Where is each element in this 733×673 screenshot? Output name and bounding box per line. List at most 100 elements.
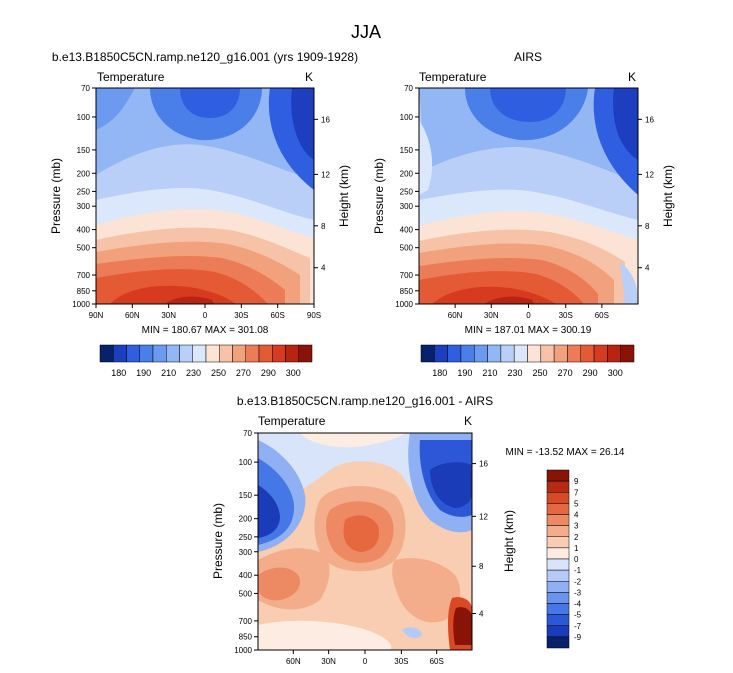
- diff-subtitle-left: Temperature: [258, 414, 326, 428]
- obs-band-south-coldest: [613, 88, 638, 160]
- diff-panel: b.e13.B1850C5CN.ramp.ne120_g16.001 - AIR…: [211, 394, 625, 666]
- colorbar-label: 270: [558, 368, 573, 378]
- colorbar-swatch: [139, 344, 154, 363]
- colorbar-swatch: [205, 344, 220, 363]
- obs-colorbar: 180 190 210 230 250 270 290 300: [420, 344, 635, 378]
- lat-tick-label: 30S: [234, 311, 248, 320]
- colorbar-swatch: [219, 344, 233, 363]
- colorbar-swatch: [546, 514, 570, 526]
- lat-tick-label: 0: [526, 311, 531, 320]
- pressure-tick-label: 200: [77, 169, 91, 178]
- pressure-tick-label: 500: [77, 244, 91, 253]
- height-tick-label: 4: [479, 610, 484, 619]
- pressure-tick-label: 200: [239, 515, 253, 524]
- lat-tick-label: 30N: [161, 311, 176, 320]
- height-tick-label: 12: [645, 170, 654, 179]
- lat-tick-label: 60S: [271, 311, 285, 320]
- colorbar-label: 0: [574, 555, 579, 564]
- colorbar-swatch: [546, 592, 570, 604]
- lat-tick-label: 0: [363, 657, 368, 666]
- height-tick-label: 8: [479, 562, 484, 571]
- pressure-tick-label: 150: [239, 491, 253, 500]
- pressure-tick-label: 400: [239, 571, 253, 580]
- pressure-tick-label: 700: [239, 617, 253, 626]
- pressure-tick-label: 200: [400, 169, 414, 178]
- lat-tick-label: 30N: [321, 657, 336, 666]
- diff-ylabel-right: Height (km): [502, 510, 516, 572]
- obs-lat-axis: 60N 30N 0 30S 60S: [448, 304, 609, 320]
- colorbar-swatch: [245, 344, 260, 363]
- colorbar-swatch: [546, 581, 570, 593]
- colorbar-swatch: [487, 344, 502, 363]
- obs-band-north-pale: [419, 120, 433, 195]
- diff-title: b.e13.B1850C5CN.ramp.ne120_g16.001 - AIR…: [237, 394, 493, 408]
- colorbar-label: 4: [574, 511, 579, 520]
- colorbar-swatch: [546, 525, 570, 537]
- height-tick-label: 8: [321, 222, 326, 231]
- pressure-tick-label: 250: [77, 187, 91, 196]
- pressure-tick-label: 300: [400, 202, 414, 211]
- diff-band-north-cold-3: [258, 485, 280, 538]
- colorbar-swatch: [447, 344, 462, 363]
- colorbar-label: 290: [261, 368, 276, 378]
- lat-tick-label: 30S: [394, 657, 408, 666]
- height-tick-label: 12: [479, 512, 488, 521]
- model-height-axis: 4 8 12 16: [314, 115, 330, 273]
- colorbar-swatch: [567, 344, 581, 363]
- obs-minmax: MIN = 187.01 MAX = 300.19: [465, 325, 592, 336]
- colorbar-swatch: [258, 344, 273, 363]
- colorbar-swatch: [527, 344, 542, 363]
- colorbar-swatch: [460, 344, 475, 363]
- colorbar-label: 7: [574, 488, 579, 497]
- model-contour-field: [96, 88, 314, 304]
- model-ylabel-right: Height (km): [337, 165, 351, 227]
- diff-subtitle-right: K: [464, 414, 472, 428]
- model-title: b.e13.B1850C5CN.ramp.ne120_g16.001 (yrs …: [52, 50, 358, 64]
- pressure-tick-label: 100: [77, 113, 91, 122]
- colorbar-swatch: [546, 480, 570, 493]
- model-band-south-coldest: [291, 88, 314, 160]
- pressure-tick-label: 500: [239, 589, 253, 598]
- colorbar-label: 9: [574, 477, 579, 486]
- colorbar-swatch: [179, 344, 193, 363]
- model-band-coldest-core: [180, 88, 240, 118]
- height-tick-label: 4: [645, 264, 650, 273]
- pressure-tick-label: 500: [400, 244, 414, 253]
- colorbar-label: 250: [211, 368, 226, 378]
- obs-height-axis: 4 8 12 16: [638, 115, 654, 273]
- colorbar-swatch: [546, 614, 570, 626]
- colorbar-label: 210: [482, 368, 497, 378]
- colorbar-swatch: [546, 469, 570, 482]
- pressure-tick-label: 100: [400, 113, 414, 122]
- model-colorbar: 180 190 210 230 250 270 290 300: [99, 344, 313, 378]
- diff-lat-axis: 60N 30N 0 30S 60S: [286, 650, 444, 666]
- pressure-tick-label: 300: [239, 548, 253, 557]
- colorbar-swatch: [113, 344, 127, 363]
- pressure-tick-label: 1000: [72, 300, 90, 309]
- lat-tick-label: 90S: [307, 311, 321, 320]
- obs-ylabel: Pressure (mb): [372, 158, 386, 234]
- colorbar-swatch: [99, 344, 114, 363]
- diff-colorbar: 9 7 5 4 3 2 1 0 -1 -2 -3 -4 -5 -7 -9: [546, 469, 582, 649]
- pressure-tick-label: 70: [404, 84, 413, 93]
- obs-band-antarctic: [620, 262, 638, 304]
- height-tick-label: 16: [645, 115, 654, 124]
- diff-band-surface-cold: [402, 627, 422, 639]
- colorbar-swatch: [298, 344, 313, 363]
- colorbar-swatch: [607, 344, 621, 363]
- pressure-tick-label: 70: [81, 84, 90, 93]
- colorbar-label: 250: [533, 368, 548, 378]
- colorbar-label: -4: [574, 600, 582, 609]
- colorbar-label: -1: [574, 566, 582, 575]
- model-minmax: MIN = 180.67 MAX = 301.08: [142, 325, 269, 336]
- colorbar-swatch: [152, 344, 167, 363]
- pressure-tick-label: 150: [400, 146, 414, 155]
- pressure-tick-label: 700: [400, 271, 414, 280]
- figure-title: JJA: [351, 22, 381, 42]
- colorbar-label: 180: [432, 368, 447, 378]
- colorbar-swatch: [232, 344, 246, 363]
- colorbar-label: 190: [457, 368, 472, 378]
- colorbar-label: 300: [608, 368, 623, 378]
- lat-tick-label: 0: [203, 311, 208, 320]
- colorbar-swatch: [546, 492, 570, 504]
